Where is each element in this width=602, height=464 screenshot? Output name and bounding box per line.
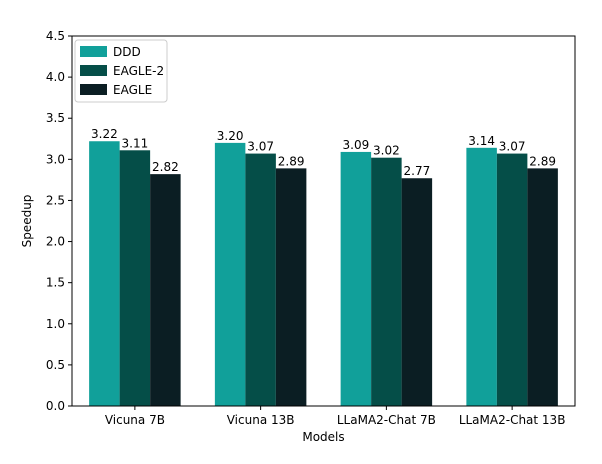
bar-eagle-2 bbox=[275, 168, 307, 406]
data-label: 2.89 bbox=[529, 154, 556, 168]
x-axis: Vicuna 7B Vicuna 13B LLaMA2-Chat 7B LLaMA2-… bbox=[105, 406, 566, 427]
y-tick-label: 2.5 bbox=[46, 193, 65, 207]
data-label: 3.14 bbox=[468, 134, 495, 148]
legend-swatch bbox=[80, 65, 107, 76]
y-tick-label: 3.5 bbox=[46, 111, 65, 125]
data-label: 3.22 bbox=[91, 127, 118, 141]
legend-label: EAGLE bbox=[113, 83, 152, 97]
x-axis-title: Models bbox=[302, 430, 344, 444]
bar-eagle-3 bbox=[401, 178, 433, 406]
legend-label: EAGLE-2 bbox=[113, 64, 164, 78]
data-label: 3.09 bbox=[343, 138, 370, 152]
data-label: 3.20 bbox=[217, 129, 244, 143]
x-tick-label: LLaMA2-Chat 7B bbox=[337, 413, 436, 427]
bar-eagle-2-3 bbox=[371, 157, 402, 406]
y-tick-label: 4.5 bbox=[46, 29, 65, 43]
data-label: 3.07 bbox=[499, 140, 526, 154]
bar-ddd-4 bbox=[466, 147, 497, 407]
data-label: 2.89 bbox=[278, 154, 305, 168]
bar-eagle-2-1 bbox=[119, 150, 151, 406]
legend-swatch bbox=[80, 84, 107, 95]
y-axis: 0.0 0.5 1.0 1.5 2.0 2.5 3.0 3.5 4.0 4.5 bbox=[46, 29, 72, 413]
x-tick-label: LLaMA2-Chat 13B bbox=[459, 413, 566, 427]
bar-eagle-2-2 bbox=[245, 153, 276, 406]
bar-ddd-2 bbox=[214, 142, 246, 406]
x-tick-label: Vicuna 13B bbox=[227, 413, 295, 427]
bar-ddd-1 bbox=[89, 141, 120, 406]
y-tick-label: 3.0 bbox=[46, 152, 65, 166]
bar-group bbox=[89, 141, 558, 407]
data-label: 2.82 bbox=[152, 160, 179, 174]
bar-eagle-1 bbox=[150, 174, 181, 406]
legend-label: DDD bbox=[113, 45, 141, 59]
x-tick-label: Vicuna 7B bbox=[105, 413, 165, 427]
y-tick-label: 4.0 bbox=[46, 70, 65, 84]
data-label: 3.07 bbox=[247, 140, 274, 154]
plot-area-frame bbox=[71, 35, 576, 407]
legend-swatch bbox=[80, 46, 107, 57]
bar-eagle-4 bbox=[527, 168, 558, 406]
y-tick-label: 2.0 bbox=[46, 235, 65, 249]
y-tick-label: 1.5 bbox=[46, 276, 65, 290]
data-label: 2.77 bbox=[404, 164, 431, 178]
data-label: 3.02 bbox=[373, 144, 400, 158]
data-label: 3.11 bbox=[122, 136, 149, 150]
data-label-group: 3.223.112.823.203.072.893.09 3.022.773.14… bbox=[91, 127, 556, 178]
y-tick-label: 0.0 bbox=[46, 399, 65, 413]
bar-eagle-2-4 bbox=[496, 153, 528, 406]
y-tick-label: 0.5 bbox=[46, 358, 65, 372]
legend: DDD EAGLE-2 EAGLE bbox=[74, 39, 168, 103]
bar-ddd-3 bbox=[340, 151, 372, 406]
y-tick-label: 1.0 bbox=[46, 317, 65, 331]
y-axis-title: Speedup bbox=[20, 195, 34, 248]
